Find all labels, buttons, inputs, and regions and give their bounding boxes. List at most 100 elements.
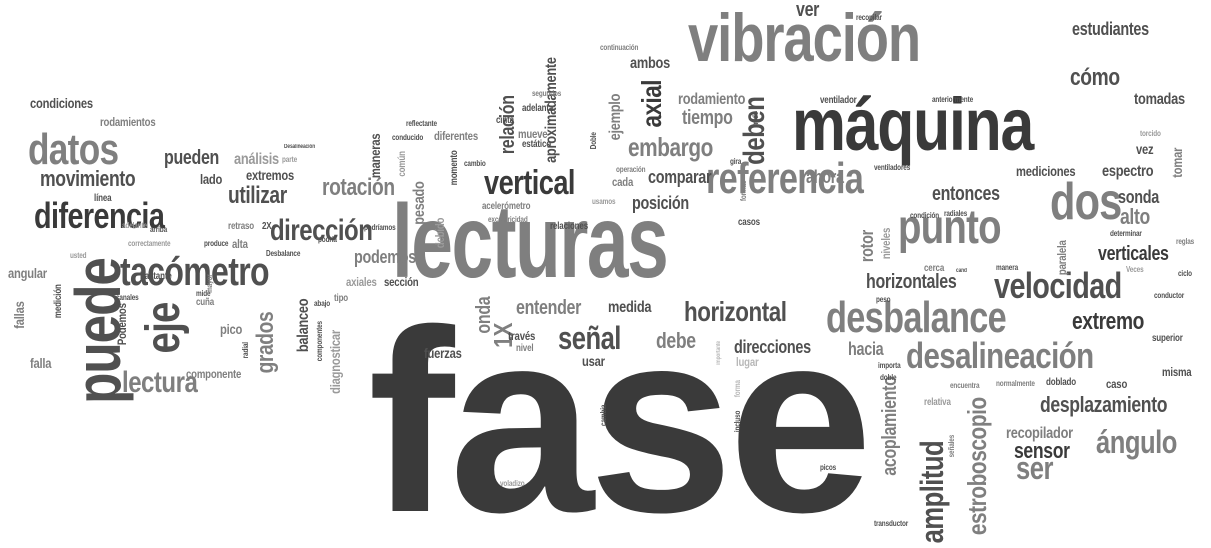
word-160: transductor <box>874 519 909 528</box>
word-45: hacia <box>848 339 884 359</box>
word-23: sensor <box>1014 438 1070 463</box>
word-90: través <box>508 329 536 343</box>
word-80: fallas <box>11 301 27 329</box>
word-35: verticales <box>1098 243 1169 265</box>
word-89: cada <box>612 175 634 189</box>
word-17: dirección <box>270 214 373 247</box>
word-105: recopilar <box>856 13 882 22</box>
word-74: usar <box>582 353 605 369</box>
word-135: componentes <box>315 321 324 362</box>
word-143: operación <box>616 165 646 174</box>
word-24: amplitud <box>914 440 950 544</box>
word-69: rodamientos <box>100 115 156 129</box>
word-134: tipo <box>334 293 349 304</box>
word-40: pueden <box>164 147 219 169</box>
word-1: lecturas <box>392 184 669 300</box>
word-155: peso <box>876 295 891 304</box>
word-100: cerca <box>924 263 945 274</box>
word-34: entonces <box>932 183 1000 205</box>
word-65: rotor <box>857 230 877 263</box>
word-94: caso <box>1106 377 1128 391</box>
word-103: ventiladores <box>874 163 911 172</box>
word-62: medida <box>608 299 652 316</box>
word-84: ejemplo <box>607 93 624 141</box>
word-95: doblado <box>1046 377 1076 388</box>
word-168: Desalineación <box>284 144 316 150</box>
word-11: datos <box>28 125 119 174</box>
word-59: ahora <box>806 167 844 187</box>
word-152: ciclo <box>1178 269 1192 278</box>
word-117: retraso <box>228 221 255 232</box>
word-50: ambos <box>630 55 670 72</box>
word-19: lectura <box>122 366 198 399</box>
word-6: referencia <box>706 154 864 203</box>
word-25: estroboscopio <box>962 397 992 536</box>
word-53: estudiantes <box>1072 19 1149 39</box>
word-12: desbalance <box>826 293 1007 342</box>
word-75: fuerzas <box>424 345 462 361</box>
word-125: canales <box>116 293 139 302</box>
word-101: niveles <box>879 227 893 260</box>
word-39: axial <box>636 79 667 128</box>
word-29: grados <box>252 311 279 374</box>
word-98: manera <box>996 263 1019 272</box>
word-169: parte <box>282 155 298 164</box>
word-30: rotación <box>322 174 395 201</box>
word-161: picos <box>820 463 837 472</box>
word-71: extremos <box>246 167 295 183</box>
word-26: desplazamiento <box>1040 392 1168 417</box>
word-165: importante <box>716 340 722 365</box>
word-132: Desbalance <box>266 249 301 258</box>
word-139: acelerómetro <box>482 201 531 212</box>
word-142: usamos <box>592 197 616 206</box>
word-37: alto <box>1120 204 1150 229</box>
word-76: componente <box>186 367 242 381</box>
word-106: continuación <box>600 43 639 52</box>
word-130: produce <box>204 239 229 248</box>
word-154: Veces <box>1126 265 1144 274</box>
word-111: maneras <box>367 133 383 179</box>
word-91: nivel <box>516 343 534 354</box>
word-116: línea <box>94 193 112 204</box>
word-31: utilizar <box>228 182 287 209</box>
word-87: adelanta <box>522 103 554 114</box>
word-16: vertical <box>484 164 575 202</box>
word-148: condición <box>910 211 940 220</box>
word-170: señales <box>947 434 956 458</box>
word-20: extremo <box>1072 308 1145 335</box>
word-57: tomar <box>1169 147 1185 178</box>
word-149: radiales <box>944 209 968 218</box>
word-156: importa <box>878 361 901 370</box>
word-88: estático <box>522 139 551 150</box>
word-141: relaciones <box>550 221 588 232</box>
word-112: común <box>397 151 408 177</box>
word-120: cuña <box>196 297 215 308</box>
word-13: desalineación <box>906 335 1094 376</box>
word-131: 2X <box>262 221 272 232</box>
word-0: fase <box>368 277 873 548</box>
word-15: horizontal <box>684 296 787 327</box>
word-158: encuentra <box>950 381 980 390</box>
word-10: diferencia <box>34 195 165 236</box>
word-78: sección <box>384 275 419 289</box>
word-46: direcciones <box>734 337 811 357</box>
word-172: cand <box>956 268 967 274</box>
word-54: tomadas <box>1134 91 1185 108</box>
word-47: comparar <box>648 167 712 187</box>
word-163: incluso <box>733 410 742 433</box>
word-77: pico <box>220 321 243 337</box>
word-66: recopilador <box>1006 425 1073 442</box>
word-9: eje <box>137 302 190 354</box>
word-60: posición <box>632 193 689 213</box>
word-3: vibración <box>688 0 921 76</box>
word-7: dos <box>1050 173 1122 231</box>
word-8: tacómetro <box>120 250 270 294</box>
word-36: horizontales <box>866 271 957 293</box>
word-99: paralela <box>1055 240 1069 276</box>
word-137: podríamos <box>364 223 396 232</box>
word-146: mide <box>751 111 760 127</box>
word-129: adelante <box>122 221 147 230</box>
word-33: cómo <box>1070 64 1120 91</box>
word-81: angular <box>8 265 47 281</box>
word-2: máquina <box>792 83 1034 166</box>
